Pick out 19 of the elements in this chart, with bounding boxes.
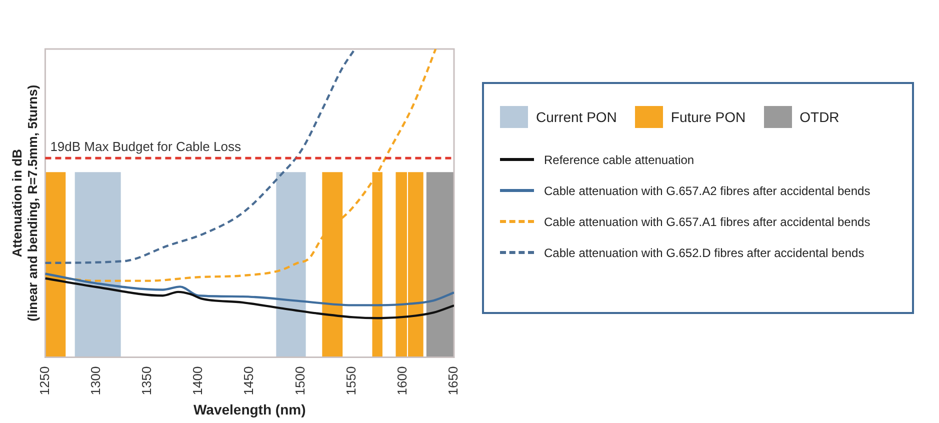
x-tick-label: 1350 bbox=[138, 366, 154, 396]
x-tick-label: 1500 bbox=[292, 366, 308, 396]
x-tick-label: 1250 bbox=[36, 366, 52, 396]
x-axis-title: Wavelength (nm) bbox=[193, 401, 306, 418]
legend-label: Cable attenuation with G.657.A1 fibres after accidental bends bbox=[544, 214, 870, 228]
x-tick-label: 1450 bbox=[241, 366, 256, 396]
x-tick-label: 1650 bbox=[446, 366, 461, 396]
x-tick-label: 1550 bbox=[343, 366, 358, 396]
legend-label: Current PON bbox=[536, 109, 617, 125]
ref-line-label: 19dB Max Budget for Cable Loss bbox=[50, 139, 242, 154]
legend-label: Cable attenuation with G.657.A2 fibres after accidental bends bbox=[544, 184, 870, 198]
x-tick-label: 1400 bbox=[190, 366, 206, 396]
x-tick-label: 1300 bbox=[88, 366, 103, 396]
legend-label: Future PON bbox=[670, 109, 746, 125]
y-axis-title: Attenuation in dB (linear and bending, R=7.5mm, 5turns) bbox=[9, 84, 40, 322]
x-tick-label: 1600 bbox=[394, 366, 410, 396]
legend-label: OTDR bbox=[800, 109, 840, 125]
legend-label: Cable attenuation with G.652.D fibres after accidental bends bbox=[544, 246, 864, 260]
legend-label: Reference cable attenuation bbox=[544, 152, 694, 166]
